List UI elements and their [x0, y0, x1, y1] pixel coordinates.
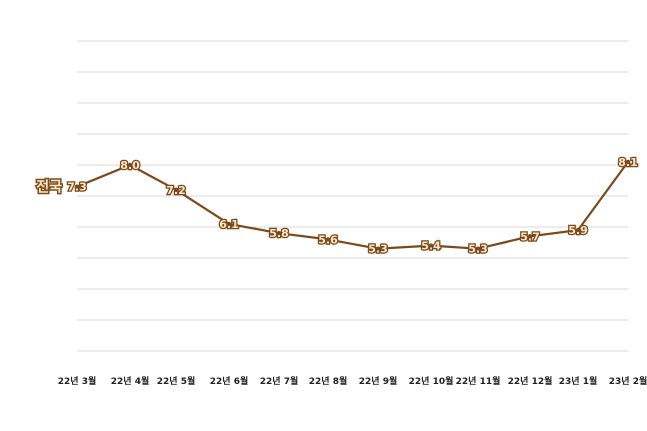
- data-label: 8.1: [618, 156, 638, 169]
- x-tick-label: 23년 1월: [559, 375, 597, 387]
- data-label: 7.2: [166, 184, 186, 197]
- data-point: [428, 243, 434, 248]
- x-tick-label: 22년 4월: [111, 375, 149, 387]
- x-tick-label: 23년 2월: [609, 375, 647, 387]
- data-label: 5.7: [520, 230, 540, 243]
- data-point: [475, 246, 481, 251]
- data-point: [325, 237, 331, 242]
- data-point: [375, 246, 381, 251]
- series-line-group: [76, 161, 629, 250]
- data-label: 8.0: [120, 159, 140, 172]
- x-tick-label: 22년 3월: [58, 375, 96, 387]
- data-label: 7.3: [67, 181, 87, 194]
- data-label: 6.1: [219, 218, 239, 231]
- data-point: [74, 184, 80, 189]
- data-point: [527, 234, 533, 239]
- data-labels: 7.3 8.0 7.2 6.1 5.8 5.6 5.3 5.4 5.3 5.7 5.9 8.1: [66, 155, 639, 257]
- x-tick-label: 22년 10월: [409, 375, 454, 387]
- data-point: [276, 231, 282, 236]
- data-point: [625, 159, 631, 165]
- x-tick-label: 22년 8월: [309, 375, 347, 387]
- data-point: [173, 187, 179, 192]
- markers: [74, 159, 631, 251]
- data-label: 5.3: [468, 243, 488, 256]
- series-label: 전국: [36, 179, 62, 196]
- x-tick-label: 22년 5월: [157, 375, 195, 387]
- x-tick-label: 22년 9월: [359, 375, 397, 387]
- data-label: 5.9: [568, 224, 588, 237]
- data-point: [575, 227, 581, 233]
- x-tick-label: 22년 11월: [456, 375, 501, 387]
- x-tick-label: 22년 12월: [508, 375, 553, 387]
- x-tick-label: 22년 6월: [210, 375, 248, 387]
- data-label: 5.6: [318, 233, 338, 246]
- gridlines: [77, 40, 628, 352]
- data-label: 5.3: [368, 243, 388, 256]
- x-tick-label: 22년 7월: [260, 375, 298, 387]
- series-line-전국: [76, 161, 629, 250]
- data-point: [127, 162, 133, 168]
- x-axis-tick-labels: 22년 3월 22년 4월 22년 5월 22년 6월 22년 7월 22년 8월 22년 …: [58, 375, 647, 387]
- data-point: [226, 221, 232, 227]
- data-label: 5.4: [421, 240, 441, 253]
- data-label: 5.8: [269, 227, 289, 240]
